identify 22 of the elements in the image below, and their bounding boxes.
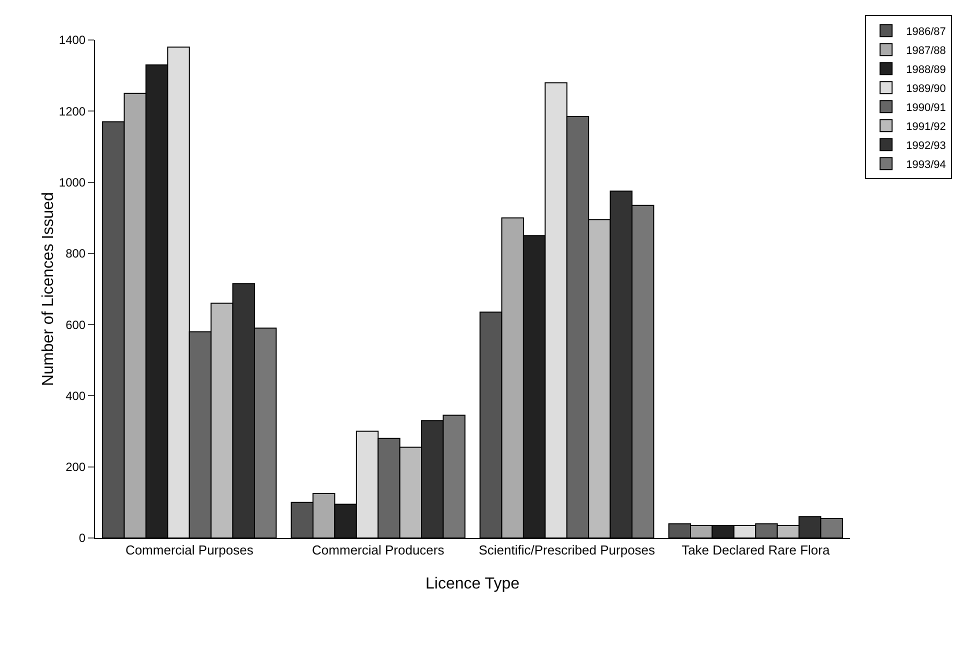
y-tick-label: 600: [66, 318, 86, 332]
legend-label: 1990/91: [906, 102, 946, 114]
y-tick-label: 1000: [58, 175, 86, 190]
y-tick-label: 1200: [58, 104, 86, 118]
y-tick-label: 800: [66, 246, 86, 261]
legend-label: 1991/92: [906, 120, 946, 133]
x-tick-label: Commercial Purposes: [125, 542, 254, 558]
legend-label: 1986/87: [906, 26, 946, 38]
y-tick-label: 0: [78, 531, 86, 546]
x-axis-title: Licence Type: [426, 575, 520, 592]
x-tick-label: Scientific/Prescribed Purposes: [478, 542, 656, 558]
x-tick-label: Commercial Producers: [312, 542, 445, 558]
y-tick-label: 200: [66, 460, 86, 474]
y-axis-title: Number of Licences Issued: [40, 192, 57, 386]
x-tick-label: Take Declared Rare Flora: [682, 542, 830, 558]
legend-label: 1993/94: [906, 158, 946, 171]
y-tick-label: 400: [66, 388, 86, 403]
legend-label: 1992/93: [906, 140, 946, 152]
legend-label: 1987/88: [906, 44, 946, 57]
legend-label: 1988/89: [906, 64, 946, 76]
y-tick-label: 1400: [58, 33, 86, 48]
legend-label: 1989/90: [906, 82, 946, 95]
